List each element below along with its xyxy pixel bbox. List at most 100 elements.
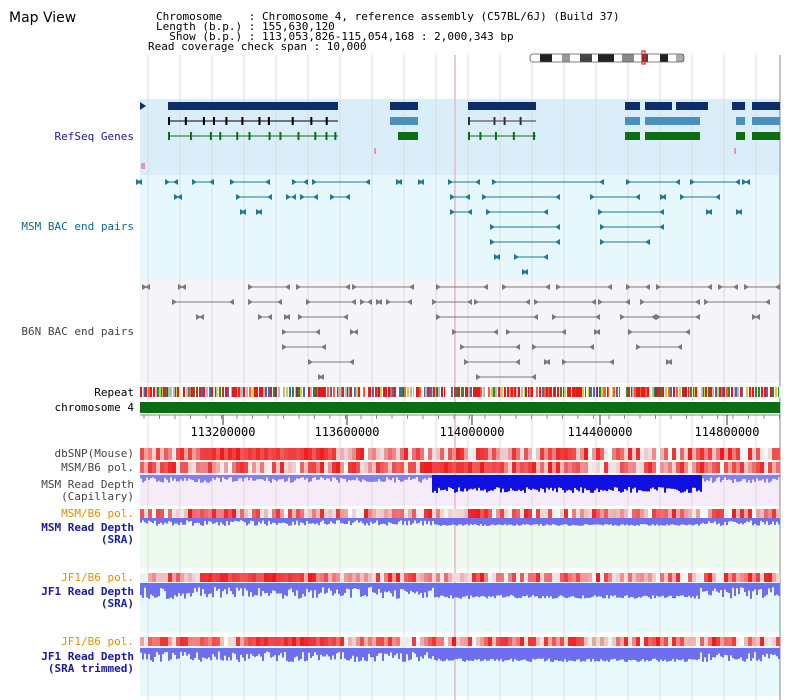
depth-bar <box>170 583 172 598</box>
bac-end-marker <box>173 179 178 185</box>
depth-bar <box>458 518 460 525</box>
depth-bar <box>392 518 394 524</box>
heat-cell <box>712 462 716 473</box>
depth-bar <box>372 475 374 482</box>
heat-cell <box>508 573 512 582</box>
heat-cell <box>388 637 392 646</box>
heat-cell <box>584 637 588 646</box>
depth-bar <box>672 518 674 525</box>
heat-cell <box>528 637 532 646</box>
depth-bar-deep <box>520 475 522 492</box>
depth-bar <box>166 475 168 480</box>
heat-cell <box>248 509 252 518</box>
heat-cell <box>464 573 468 582</box>
bac-end-marker <box>483 284 488 290</box>
heat-cell <box>636 573 640 582</box>
heat-cell <box>368 462 372 473</box>
depth-bar <box>576 583 578 598</box>
heat-cell <box>372 573 376 582</box>
heat-cell <box>464 462 468 473</box>
depth-bar <box>166 648 168 652</box>
depth-bar <box>448 518 450 526</box>
depth-bar <box>258 583 260 589</box>
depth-bar <box>204 583 206 594</box>
depth-bar <box>178 518 180 526</box>
heat-cell <box>484 637 488 646</box>
depth-bar <box>724 518 726 522</box>
depth-bar <box>278 518 280 523</box>
depth-bar <box>730 648 732 656</box>
repeat-element <box>252 387 254 397</box>
heat-cell <box>220 637 224 646</box>
heat-cell <box>280 448 284 460</box>
depth-bar <box>418 648 420 662</box>
repeat-element <box>375 387 377 397</box>
depth-bar <box>666 518 668 525</box>
depth-bar <box>560 583 562 596</box>
depth-bar <box>502 583 504 598</box>
heat-cell <box>224 448 228 460</box>
depth-bar <box>378 648 380 654</box>
heat-cell <box>320 462 324 473</box>
heat-cell <box>328 509 332 518</box>
depth-bar <box>264 518 266 525</box>
heat-cell <box>512 462 516 473</box>
heat-cell <box>416 509 420 518</box>
heat-cell <box>256 509 260 518</box>
heat-cell <box>508 462 512 473</box>
depth-bar <box>278 583 280 594</box>
bac-end-marker <box>659 224 664 230</box>
heat-cell <box>492 462 496 473</box>
bac-end-marker <box>258 314 263 320</box>
gene-block <box>736 132 745 140</box>
depth-bar <box>164 518 166 523</box>
heat-cell <box>156 448 160 460</box>
heat-cell <box>540 573 544 582</box>
repeat-element <box>690 387 692 397</box>
depth-bar <box>350 518 352 526</box>
depth-bar <box>508 583 510 597</box>
repeat-element <box>647 387 649 397</box>
depth-bar <box>726 583 728 593</box>
depth-bar <box>240 648 242 655</box>
depth-bar <box>676 648 678 660</box>
repeat-element <box>761 387 763 397</box>
depth-bar <box>696 518 698 525</box>
depth-bar <box>756 648 758 661</box>
depth-bar <box>244 648 246 661</box>
repeat-element <box>560 387 562 397</box>
depth-bar <box>642 518 644 525</box>
repeat-element <box>254 387 256 397</box>
depth-bar <box>434 648 436 660</box>
bac-end-marker <box>555 224 560 230</box>
bac-end-marker <box>533 314 538 320</box>
depth-bar <box>490 518 492 525</box>
depth-bar <box>410 583 412 591</box>
depth-bar-deep <box>518 475 520 490</box>
heat-cell <box>272 573 276 582</box>
depth-bar <box>654 583 656 599</box>
heat-cell <box>404 637 408 646</box>
depth-bar <box>232 583 234 595</box>
depth-bar <box>384 518 386 525</box>
depth-bar <box>188 475 190 479</box>
chromosome-bar <box>140 402 780 413</box>
depth-bar <box>148 475 150 480</box>
heat-cell <box>396 462 400 473</box>
depth-bar <box>258 648 260 655</box>
heat-cell <box>468 509 472 518</box>
heat-cell <box>380 573 384 582</box>
depth-bar <box>550 583 552 597</box>
depth-bar <box>308 648 310 653</box>
depth-bar-deep <box>442 475 444 491</box>
heat-cell <box>560 448 564 460</box>
heat-cell <box>580 509 584 518</box>
depth-bar <box>288 475 290 478</box>
heat-cell <box>248 637 252 646</box>
heat-cell <box>156 573 160 582</box>
depth-bar-deep <box>454 475 456 493</box>
depth-bar <box>520 583 522 599</box>
repeat-element <box>286 387 288 397</box>
repeat-element <box>427 387 429 397</box>
